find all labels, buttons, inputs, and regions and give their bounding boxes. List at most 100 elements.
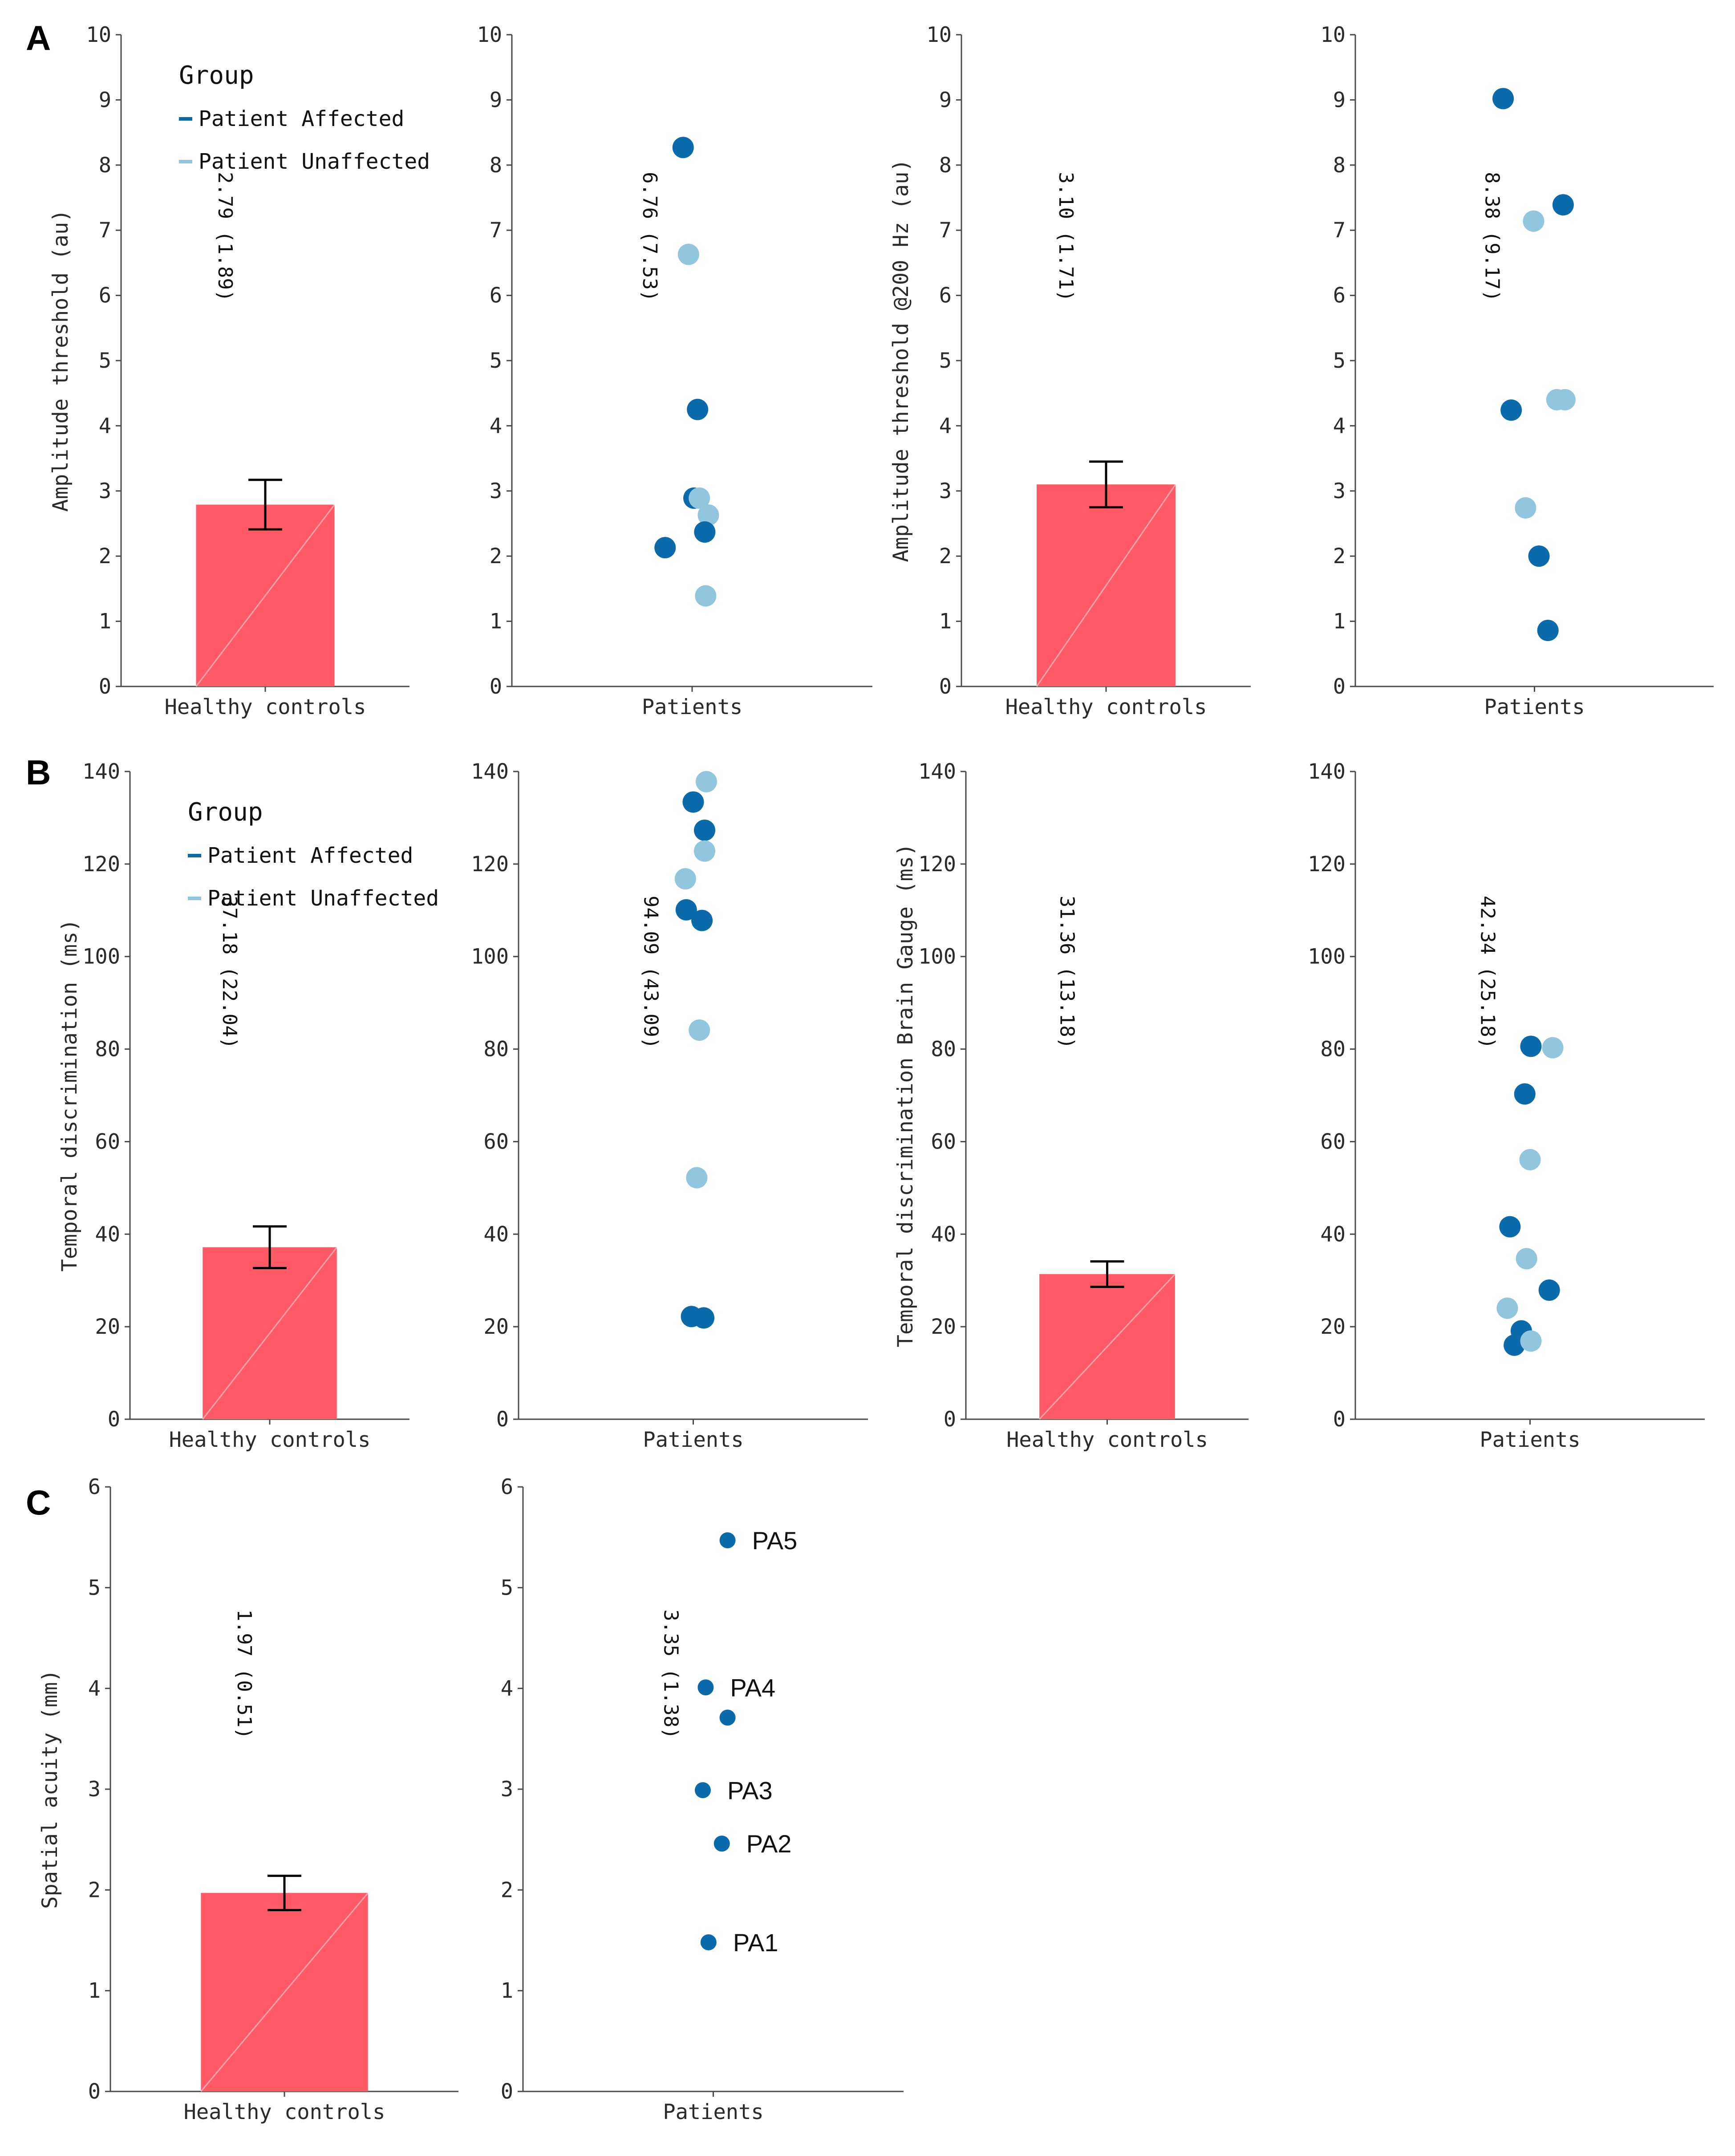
y-tick-label: 100 <box>82 945 120 969</box>
y-tick-label: 4 <box>501 1677 513 1701</box>
point-affected <box>1514 1083 1536 1105</box>
y-axis-label: Amplitude threshold (au) <box>49 209 73 512</box>
x-axis-label: Healthy controls <box>165 695 366 719</box>
bar <box>196 504 335 686</box>
legend-title: Group <box>179 61 254 90</box>
subplot-b1: 0 20 40 60 80 100 120 140 Healthy controls Tempor… <box>57 759 439 1452</box>
y-tick-label: 6 <box>99 284 111 308</box>
point-unaffected <box>1523 210 1544 232</box>
point-affected <box>719 1532 736 1548</box>
point-affected <box>1528 545 1550 567</box>
y-tick-label: 0 <box>496 1407 509 1432</box>
stat-label: 3.10 (1.71) <box>1054 172 1077 301</box>
point-affected <box>719 1709 736 1726</box>
x-axis-label: Patients <box>1480 1428 1580 1452</box>
legend-entry: Patient Affected <box>207 843 413 868</box>
point-label: PA4 <box>730 1673 775 1701</box>
y-tick-label: 9 <box>490 88 502 112</box>
y-tick-label: 10 <box>926 23 952 47</box>
y-tick-label: 10 <box>1320 23 1346 47</box>
y-tick-label: 6 <box>939 284 952 308</box>
bar <box>1037 484 1176 686</box>
y-tick-label: 8 <box>939 153 952 178</box>
subplot-b3: 0 20 40 60 80 100 120 140 Healthy controls Tempor… <box>893 759 1249 1452</box>
subplot-b4: 0 20 40 60 80 100 120 140 Patients 42.34 (25.18) <box>1308 759 1705 1452</box>
point-affected <box>675 899 697 921</box>
y-tick-label: 20 <box>483 1315 509 1339</box>
subplot-c2: 0 1 2 3 4 5 6 Patients 3.35 (1.38) PA5 PA4 PA3 PA2 PA… <box>501 1475 904 2124</box>
y-tick-label: 0 <box>88 2079 101 2104</box>
legend: Group Patient Affected Patient Unaffected <box>188 798 439 911</box>
y-tick-label: 6 <box>490 284 502 308</box>
bar-highlight <box>200 1892 369 2092</box>
y-tick-label: 100 <box>1308 945 1346 969</box>
y-tick-label: 2 <box>939 544 952 568</box>
x-axis-label: Patients <box>1484 695 1585 719</box>
y-tick-label: 5 <box>939 349 952 373</box>
y-tick-label: 1 <box>501 1979 513 2003</box>
y-tick-label: 1 <box>1333 609 1346 634</box>
point-affected <box>1504 1334 1525 1356</box>
stat-label: 8.38 (9.17) <box>1481 172 1504 301</box>
legend-title: Group <box>188 798 263 827</box>
legend-entry: Patient Unaffected <box>199 149 430 174</box>
y-tick-label: 20 <box>931 1315 956 1339</box>
y-tick-label: 20 <box>1320 1315 1346 1339</box>
point-unaffected <box>1520 1330 1542 1352</box>
y-tick-label: 9 <box>939 88 952 112</box>
y-tick-label: 100 <box>471 945 509 969</box>
point-affected <box>694 521 716 543</box>
y-tick-label: 100 <box>918 945 956 969</box>
y-tick-label: 40 <box>95 1222 120 1247</box>
point-unaffected <box>1519 1149 1541 1170</box>
point-affected <box>1520 1035 1542 1057</box>
point-label: PA1 <box>733 1929 778 1957</box>
y-axis-label: Temporal discrimination (ms) <box>57 919 82 1271</box>
y-tick-label: 6 <box>501 1475 513 1499</box>
y-tick-label: 1 <box>939 609 952 634</box>
subplot-a4: 0 1 2 3 4 5 6 7 8 9 10 Patients 8.38 (9.17) <box>1320 23 1714 719</box>
subplot-b2: 0 20 40 60 80 100 120 140 Patients 94.09 (43.09) <box>471 759 868 1452</box>
point-unaffected <box>689 1019 710 1041</box>
y-tick-label: 60 <box>931 1129 956 1154</box>
y-tick-label: 4 <box>88 1677 101 1701</box>
point-unaffected <box>677 244 699 265</box>
point-unaffected <box>697 504 719 526</box>
y-tick-label: 8 <box>490 153 502 178</box>
y-tick-label: 80 <box>95 1037 120 1062</box>
y-tick-label: 40 <box>483 1222 509 1247</box>
y-tick-label: 5 <box>501 1575 513 1600</box>
y-tick-label: 7 <box>939 218 952 243</box>
stat-label: 2.79 (1.89) <box>214 172 236 301</box>
y-tick-label: 2 <box>490 544 502 568</box>
y-tick-label: 0 <box>108 1407 120 1432</box>
point-unaffected <box>686 1167 708 1189</box>
panel-letter-c: C <box>26 1483 51 1522</box>
point-affected <box>672 137 694 158</box>
subplot-a3: 0 1 2 3 4 5 6 7 8 9 10 Healthy controls Amplitude th… <box>889 23 1251 719</box>
y-tick-label: 4 <box>99 414 111 438</box>
y-tick-label: 10 <box>477 23 502 47</box>
y-tick-label: 9 <box>1333 88 1346 112</box>
legend-entry: Patient Unaffected <box>207 886 439 911</box>
y-tick-label: 2 <box>1333 544 1346 568</box>
y-tick-label: 8 <box>99 153 111 178</box>
y-tick-label: 0 <box>490 674 502 699</box>
y-tick-label: 3 <box>88 1777 101 1802</box>
y-tick-label: 2 <box>501 1878 513 1902</box>
y-tick-label: 3 <box>490 479 502 503</box>
y-tick-label: 5 <box>1333 349 1346 373</box>
point-affected <box>1538 1279 1560 1301</box>
y-tick-label: 4 <box>1333 414 1346 438</box>
point-affected <box>1499 1216 1521 1238</box>
stat-label: 1.97 (0.51) <box>233 1609 255 1739</box>
point-unaffected <box>689 487 710 509</box>
point-affected <box>697 1679 714 1696</box>
y-tick-label: 20 <box>95 1315 120 1339</box>
y-tick-label: 6 <box>1333 284 1346 308</box>
stat-label: 42.34 (25.18) <box>1476 896 1499 1049</box>
y-tick-label: 80 <box>483 1037 509 1062</box>
point-affected <box>694 1782 711 1799</box>
point-affected <box>654 537 676 559</box>
